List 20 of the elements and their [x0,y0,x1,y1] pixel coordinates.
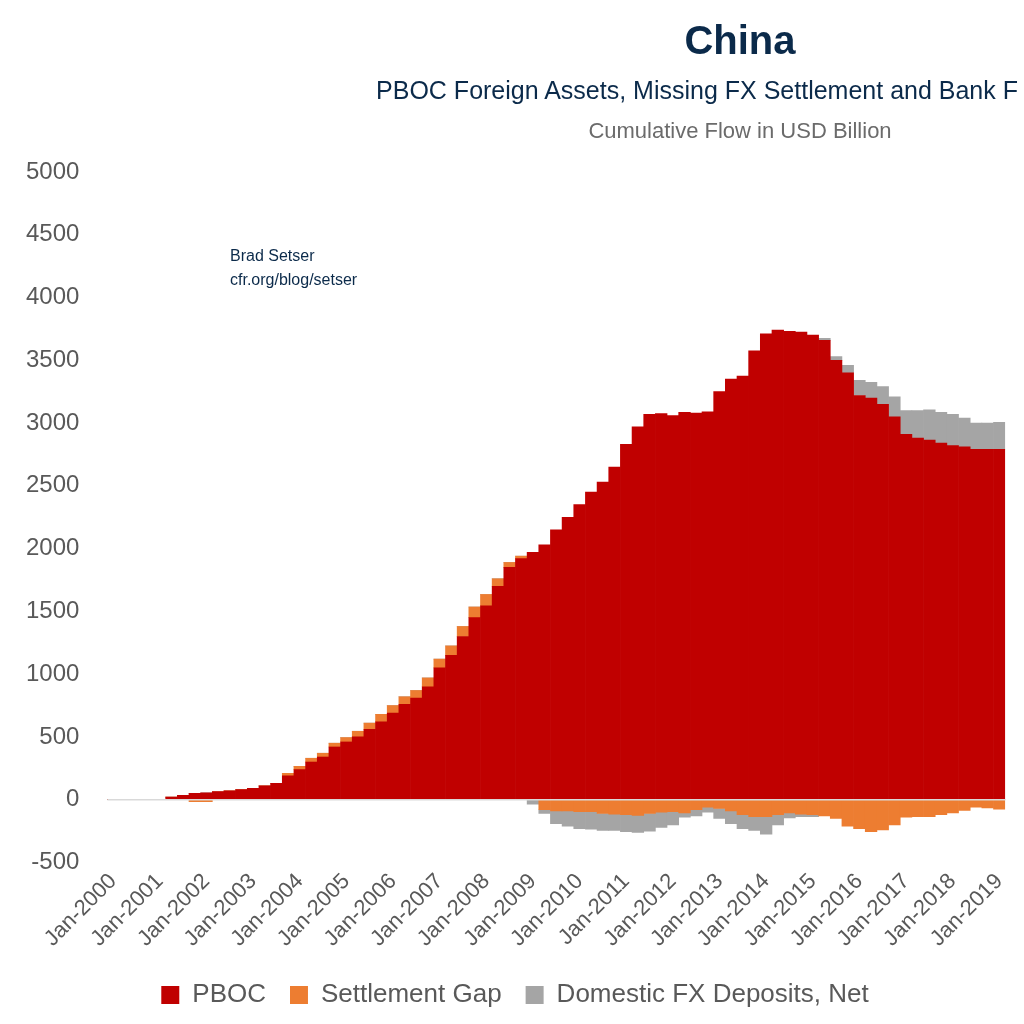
y-tick-label: 4000 [26,282,80,310]
y-tick-label: 1500 [26,596,80,624]
y-tick-label: 5000 [26,156,80,184]
y-tick-label: 500 [39,721,80,749]
annotation: Brad Setser [230,246,316,266]
y-tick-label: 2500 [26,470,80,498]
legend-label: Settlement Gap [320,978,502,1009]
annotation: cfr.org/blog/setser [230,270,358,290]
legend-label: PBOC [192,978,266,1009]
y-tick-label: 3000 [26,407,80,435]
chart-title: China [684,18,796,63]
y-tick-label: 1000 [26,658,80,686]
legend-label: Domestic FX Deposits, Net [556,978,870,1009]
y-tick-label: 2000 [26,533,80,561]
y-axis-title: Cumulative Flow in USD Billion [588,118,892,144]
chart-subtitle: PBOC Foreign Assets, Missing FX Settlement and Bank F [376,76,1018,105]
y-tick-label: 0 [66,784,80,812]
y-tick-label: 4500 [26,219,80,247]
y-tick-label: -500 [31,847,80,875]
y-tick-label: 3500 [26,344,80,372]
